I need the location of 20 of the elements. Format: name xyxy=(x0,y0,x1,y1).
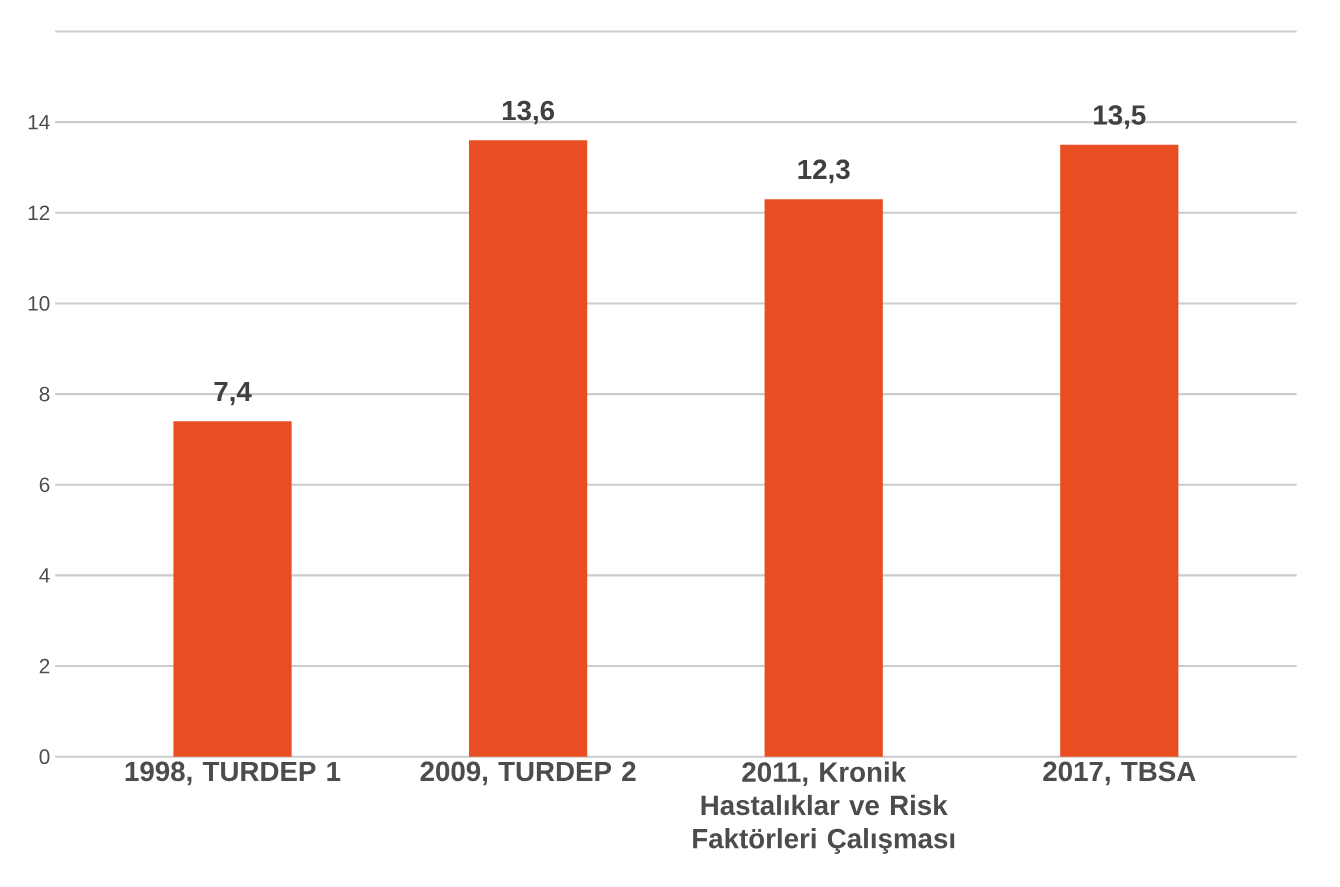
y-tick-label: 4 xyxy=(39,568,50,583)
y-tick-label: 6 xyxy=(39,477,50,493)
y-tick-label: 14 xyxy=(28,115,50,130)
y-tick-label: 10 xyxy=(28,296,50,311)
data-label: 7,4 xyxy=(214,382,252,406)
data-label: 12,3 xyxy=(798,159,850,184)
bar xyxy=(1060,144,1179,757)
data-label: 13,6 xyxy=(502,100,555,125)
bar xyxy=(469,140,588,757)
x-tick-label: 1998, TURDEP 1 xyxy=(125,761,341,786)
bar xyxy=(173,421,292,757)
y-tick-label: 2 xyxy=(39,658,50,674)
x-tick-label: 2011, Kronik Hastalıklar ve Risk Faktörleri Çalışması xyxy=(693,761,955,855)
y-tick-label: 0 xyxy=(39,749,50,765)
x-tick-label: 2017, TBSA xyxy=(1043,761,1196,786)
x-tick-label: 2009, TURDEP 2 xyxy=(420,761,636,786)
data-label: 13,5 xyxy=(1094,105,1146,129)
y-tick-label: 12 xyxy=(28,205,50,221)
y-tick-label: 8 xyxy=(39,386,50,402)
bar xyxy=(764,199,883,757)
